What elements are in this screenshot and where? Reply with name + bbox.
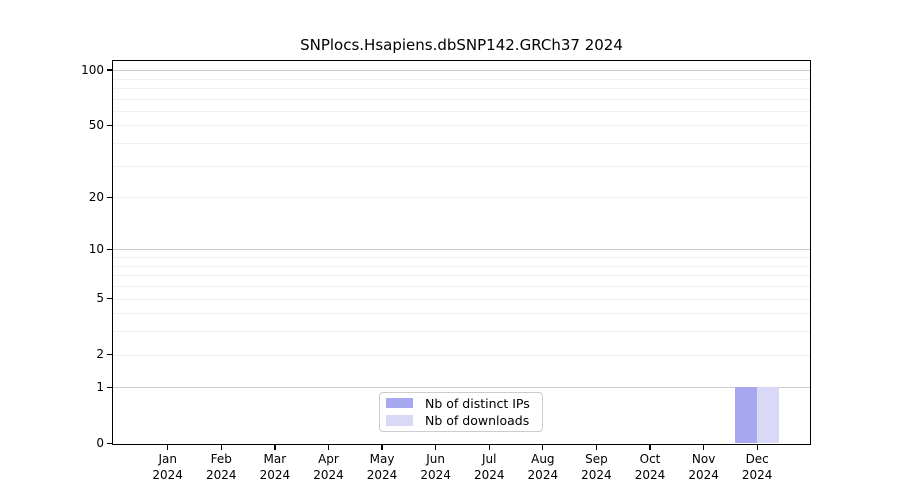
gridline-minor <box>113 331 810 333</box>
gridline-minor <box>113 98 810 100</box>
gridline-minor <box>113 257 810 259</box>
x-tick-month: Jun <box>426 452 446 466</box>
y-axis-tick <box>106 297 113 300</box>
x-axis-tick <box>702 444 705 450</box>
gridline-minor <box>113 354 810 356</box>
x-tick-year: 2024 <box>527 467 559 482</box>
x-tick-month: Sep <box>585 452 608 466</box>
x-tick-label: Mar 2024 <box>243 452 307 483</box>
legend-swatch-downloads <box>386 415 413 426</box>
x-axis-tick <box>381 444 383 450</box>
x-tick-label: Nov 2024 <box>672 452 736 483</box>
gridline-minor <box>113 313 810 315</box>
x-tick-year: 2024 <box>634 467 666 482</box>
x-tick-year: 2024 <box>313 467 344 482</box>
x-axis-tick <box>488 444 490 450</box>
gridline-minor <box>113 110 810 112</box>
x-tick-month: Aug <box>531 452 555 466</box>
gridline-minor <box>113 265 810 267</box>
gridline-minor <box>113 197 810 199</box>
gridline-minor <box>113 286 810 288</box>
y-axis-tick <box>106 124 113 127</box>
legend-item-downloads: Nb of downloads <box>386 412 542 428</box>
x-tick-year: 2024 <box>259 467 291 482</box>
x-tick-month: Mar <box>263 452 287 466</box>
x-tick-label: Aug 2024 <box>511 452 575 483</box>
x-tick-label: Jul 2024 <box>457 452 521 483</box>
plot-area <box>113 61 810 444</box>
x-tick-month: Jul <box>481 452 497 466</box>
x-tick-month: Feb <box>210 452 232 466</box>
x-tick-label: Dec 2024 <box>725 452 789 483</box>
y-tick-label: 2 <box>96 347 104 362</box>
x-tick-label: Oct 2024 <box>618 452 682 483</box>
x-tick-year: 2024 <box>688 467 719 482</box>
x-tick-year: 2024 <box>366 467 398 482</box>
x-tick-label: May 2024 <box>350 452 414 483</box>
x-tick-year: 2024 <box>420 467 451 482</box>
x-axis-tick <box>649 444 651 450</box>
y-axis-tick <box>106 248 113 251</box>
x-tick-month: Apr <box>318 452 339 466</box>
y-tick-label: 10 <box>88 242 104 256</box>
bar-distinct-ips <box>735 387 758 444</box>
gridline-minor <box>113 165 810 167</box>
legend-item-distinct-ips: Nb of distinct IPs <box>386 395 542 411</box>
legend-label-downloads: Nb of downloads <box>425 412 530 428</box>
bar-downloads <box>757 387 779 444</box>
gridline-major <box>113 69 810 71</box>
x-axis-tick <box>220 444 222 450</box>
y-tick-label: 1 <box>96 379 104 394</box>
x-tick-month: Nov <box>691 452 716 466</box>
legend-swatch-distinct-ips <box>386 397 413 409</box>
x-axis-tick <box>595 444 598 450</box>
x-tick-year: 2024 <box>581 467 612 482</box>
legend: Nb of distinct IPs Nb of downloads <box>379 391 543 432</box>
y-axis-tick <box>106 353 113 356</box>
y-tick-label: 50 <box>88 117 104 132</box>
x-axis-tick <box>167 444 169 450</box>
y-tick-label: 0 <box>96 436 104 450</box>
x-axis-tick <box>274 444 276 450</box>
gridline-major <box>113 386 810 388</box>
x-axis-tick <box>756 444 758 450</box>
x-tick-year: 2024 <box>741 467 773 482</box>
gridline-minor <box>113 78 810 80</box>
x-tick-year: 2024 <box>206 467 237 482</box>
chart-title: SNPlocs.Hsapiens.dbSNP142.GRCh37 2024 <box>300 36 623 54</box>
x-axis-tick <box>327 444 330 450</box>
y-tick-label: 100 <box>81 62 104 77</box>
gridline-minor <box>113 87 810 89</box>
legend-label-distinct-ips: Nb of distinct IPs <box>425 395 530 411</box>
x-tick-label: Sep 2024 <box>564 452 628 483</box>
y-axis-tick <box>106 386 113 389</box>
y-tick-label: 5 <box>96 291 104 306</box>
x-tick-label: Apr 2024 <box>296 452 360 483</box>
gridline-minor <box>113 125 810 127</box>
y-axis-tick <box>106 442 113 445</box>
x-tick-label: Jun 2024 <box>404 452 468 483</box>
x-tick-year: 2024 <box>473 467 505 482</box>
x-tick-month: May <box>369 452 395 466</box>
gridline-minor <box>113 275 810 277</box>
y-tick-label: 20 <box>88 189 104 204</box>
x-axis-tick <box>542 444 544 450</box>
x-tick-month: Oct <box>639 452 661 466</box>
gridline-major <box>113 248 810 251</box>
y-axis-tick <box>106 196 113 198</box>
x-tick-month: Jan <box>158 452 177 466</box>
x-tick-year: 2024 <box>152 467 183 482</box>
gridline-minor <box>113 298 810 300</box>
x-tick-label: Jan 2024 <box>136 452 200 483</box>
gridline-minor <box>113 143 810 145</box>
x-tick-label: Feb 2024 <box>189 452 253 483</box>
x-tick-month: Dec <box>745 452 769 466</box>
y-axis-tick <box>106 69 113 71</box>
x-axis-tick <box>435 444 437 450</box>
